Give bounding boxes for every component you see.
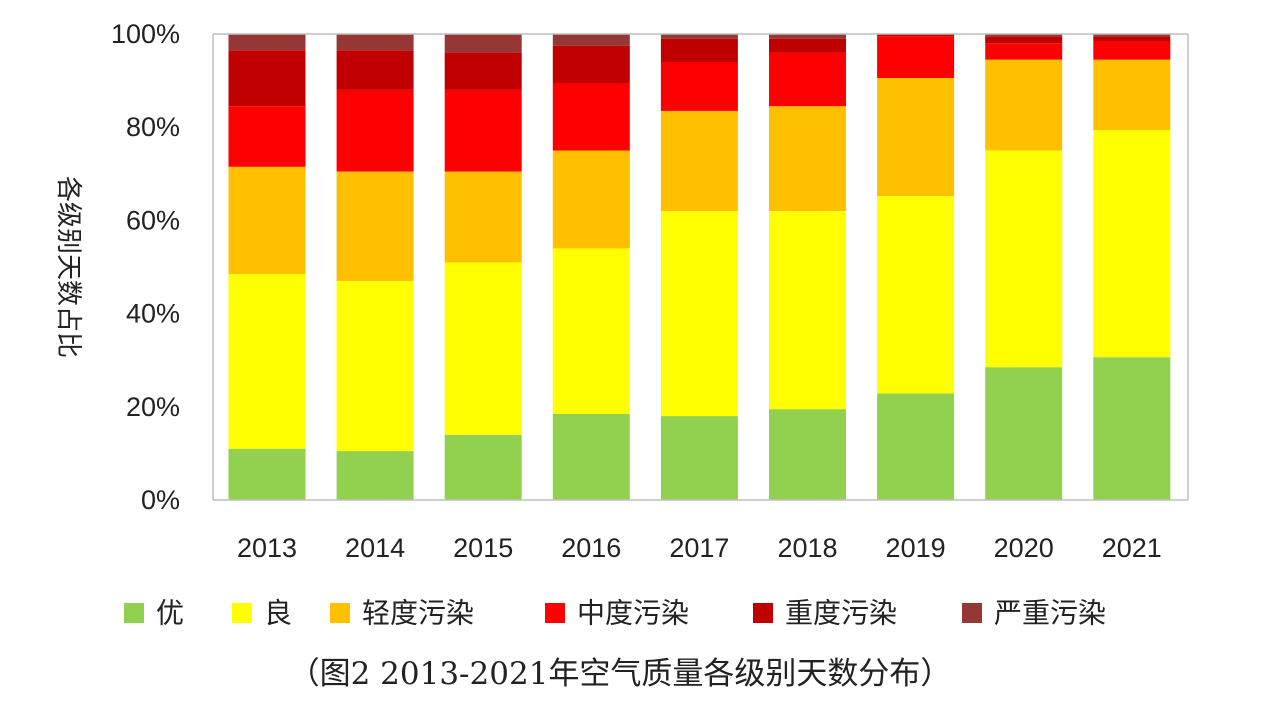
legend-swatch <box>753 603 773 623</box>
bar-segment-2020-s1 <box>985 150 1063 368</box>
bar-segment-2014-s2 <box>336 171 414 281</box>
x-axis-ticks: 2013 2014 2015 2016 2017 2018 2019 2020 2021 <box>237 533 1162 563</box>
x-tick-label: 2013 <box>237 533 297 563</box>
y-tick-label: 80% <box>126 112 180 142</box>
legend-swatch <box>962 603 982 623</box>
bar-segment-2019-s1 <box>877 196 955 394</box>
bar-segment-2018-s3 <box>769 52 846 107</box>
bar-segment-2021-s5 <box>1093 34 1171 37</box>
bar-segment-2013-s2 <box>228 166 306 274</box>
bar-segment-2018-s4 <box>769 38 846 53</box>
bar-segment-2015-s5 <box>444 34 522 53</box>
bar-segment-2014-s4 <box>336 50 414 90</box>
bar-segment-2021-s0 <box>1093 357 1171 500</box>
legend-label: 良 <box>264 597 292 630</box>
bar-segment-2014-s0 <box>336 451 414 500</box>
bar-segment-2018-s0 <box>769 409 846 500</box>
bar-segment-2014-s1 <box>336 281 414 452</box>
bar-segment-2013-s3 <box>228 106 306 167</box>
bar-segment-2015-s1 <box>444 262 522 435</box>
bar-segment-2016-s1 <box>552 248 630 414</box>
bar-segment-2016-s2 <box>552 150 630 249</box>
x-tick-label: 2019 <box>886 533 946 563</box>
bar-segment-2021-s3 <box>1093 41 1171 60</box>
bar-segment-2020-s2 <box>985 59 1063 151</box>
bar-segment-2017-s2 <box>660 110 738 212</box>
bar-segment-2015-s2 <box>444 171 522 263</box>
bar-segment-2018-s1 <box>769 211 846 410</box>
x-tick-label: 2021 <box>1102 533 1162 563</box>
bar-segment-2016-s5 <box>552 34 630 46</box>
bar-segment-2013-s4 <box>228 50 306 107</box>
bar-segment-2021-s1 <box>1093 130 1171 358</box>
legend-label: 严重污染 <box>994 597 1106 630</box>
legend-label: 中度污染 <box>577 597 689 630</box>
y-tick-label: 0% <box>141 485 180 515</box>
bar-segment-2017-s1 <box>660 211 738 417</box>
y-tick-label: 40% <box>126 299 180 329</box>
bar-segment-2016-s0 <box>552 413 630 500</box>
x-tick-label: 2020 <box>994 533 1054 563</box>
bar-segment-2018-s2 <box>769 106 846 211</box>
bar-segment-2013-s1 <box>228 274 306 449</box>
bar-segment-2014-s3 <box>336 89 414 172</box>
bar-segment-2013-s5 <box>228 34 306 51</box>
legend-swatch <box>545 603 565 623</box>
y-axis-ticks: 0% 20% 40% 60% 80% 100% <box>111 19 180 515</box>
bar-segment-2017-s0 <box>660 416 738 500</box>
bar-segment-2016-s4 <box>552 45 630 83</box>
legend-swatch <box>124 603 144 623</box>
bar-segment-2015-s4 <box>444 52 522 90</box>
bar-segment-2020-s3 <box>985 43 1063 60</box>
bar-segment-2013-s0 <box>228 448 306 500</box>
legend-swatch <box>330 603 350 623</box>
x-tick-label: 2014 <box>345 533 405 563</box>
bar-segment-2019-s2 <box>877 78 955 197</box>
bar-segment-2021-s2 <box>1093 59 1171 131</box>
legend-label: 优 <box>156 597 184 630</box>
legend-label: 轻度污染 <box>362 597 474 630</box>
bar-segment-2017-s5 <box>660 34 738 39</box>
bar-segment-2017-s3 <box>660 62 738 111</box>
x-tick-label: 2017 <box>669 533 729 563</box>
bar-segment-2015-s3 <box>444 89 522 172</box>
bar-segment-2019-s3 <box>877 36 955 78</box>
stacked-bar-chart: 0%20%40%60%80%100% 2013 2014 2015 2016 2017 2… <box>53 19 1189 630</box>
x-tick-label: 2016 <box>561 533 621 563</box>
figure-caption: （图2 2013-2021年空气质量各级别天数分布） <box>288 656 952 692</box>
bar-segment-2014-s5 <box>336 34 414 51</box>
legend: 优 良 轻度污染 中度污染 重度污染 严重污染 <box>124 597 1106 630</box>
bar-segment-2020-s0 <box>985 367 1063 500</box>
bar-segment-2020-s5 <box>985 34 1063 37</box>
x-tick-label: 2015 <box>453 533 513 563</box>
bar-segment-2018-s5 <box>769 34 846 39</box>
bar-segment-2020-s4 <box>985 36 1063 44</box>
legend-swatch <box>232 603 252 623</box>
y-tick-label: 20% <box>126 392 180 422</box>
bar-segment-2016-s3 <box>552 82 630 151</box>
y-tick-label: 100% <box>111 19 180 49</box>
bar-segment-2019-s4 <box>877 34 955 37</box>
y-tick-label: 60% <box>126 205 180 235</box>
bar-segment-2015-s0 <box>444 434 522 500</box>
bar-segment-2019-s0 <box>877 393 955 500</box>
y-axis-label: 各级别天数占比 <box>53 176 83 358</box>
x-tick-label: 2018 <box>777 533 837 563</box>
bars-layer <box>228 34 1171 500</box>
legend-label: 重度污染 <box>785 597 897 630</box>
bar-segment-2021-s4 <box>1093 36 1171 41</box>
bar-segment-2017-s4 <box>660 38 738 62</box>
